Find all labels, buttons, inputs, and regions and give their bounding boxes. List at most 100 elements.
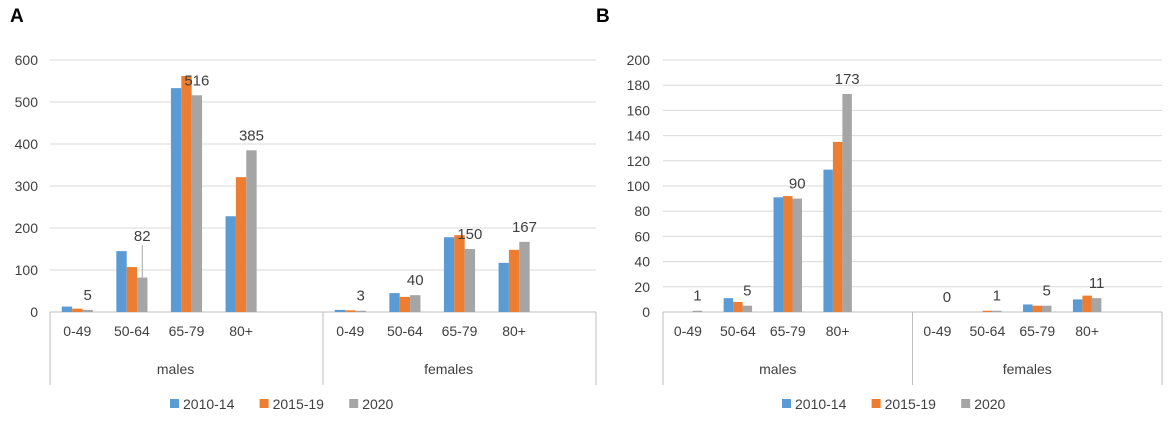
y-tick-label: 160 — [627, 102, 651, 118]
group-label: males — [157, 361, 194, 377]
bar-2015-19 — [235, 177, 247, 312]
data-label: 1 — [693, 288, 701, 305]
panel-letter: B — [596, 6, 610, 27]
x-tick-label: 65-79 — [1019, 323, 1055, 339]
legend-label: 2015-19 — [273, 396, 325, 412]
y-tick-label: 180 — [627, 77, 651, 93]
bar-2020 — [992, 310, 1002, 312]
legend-swatch — [782, 399, 791, 408]
y-tick-label: 140 — [627, 128, 651, 144]
y-tick-label: 20 — [634, 279, 650, 295]
y-tick-label: 0 — [642, 304, 650, 320]
bar-2020 — [137, 277, 148, 312]
legend-swatch — [170, 399, 179, 408]
bar-2015-19 — [126, 267, 138, 312]
data-label: 516 — [184, 72, 209, 89]
x-tick-label: 0-49 — [674, 323, 702, 339]
bar-2020 — [742, 305, 753, 312]
y-tick-label: 100 — [627, 178, 651, 194]
bar-2015-19 — [345, 310, 356, 312]
x-tick-label: 65-79 — [169, 323, 205, 339]
x-tick-label: 50-64 — [387, 323, 423, 339]
y-tick-label: 120 — [627, 153, 651, 169]
bar-2020 — [1091, 298, 1102, 312]
bar-2010-14 — [116, 251, 127, 312]
bar-2015-19 — [399, 296, 411, 312]
bar-2010-14 — [773, 197, 784, 312]
bar-2010-14 — [61, 306, 73, 312]
bar-2010-14 — [443, 237, 455, 312]
data-label: 5 — [743, 283, 751, 300]
data-label: 1 — [993, 288, 1001, 305]
bar-2010-14 — [1072, 299, 1083, 312]
data-label: 167 — [512, 219, 537, 236]
x-tick-label: 65-79 — [442, 323, 478, 339]
bar-2010-14 — [498, 262, 509, 312]
bar-2020 — [519, 241, 530, 312]
y-tick-label: 80 — [634, 203, 650, 219]
bar-2020 — [246, 150, 257, 312]
bar-2010-14 — [334, 309, 346, 312]
x-tick-label: 0-49 — [923, 323, 951, 339]
legend-swatch — [259, 399, 269, 408]
y-tick-label: 100 — [15, 262, 39, 278]
data-label: 3 — [357, 288, 365, 305]
bar-2020 — [792, 198, 802, 312]
data-label: 5 — [1043, 283, 1051, 300]
legend-label: 2010-14 — [183, 396, 235, 412]
data-label: 90 — [789, 176, 806, 193]
bar-2015-19 — [72, 308, 83, 312]
legend-label: 2010-14 — [795, 396, 847, 412]
x-tick-label: 0-49 — [63, 323, 91, 339]
data-label: 0 — [943, 289, 951, 306]
bar-2010-14 — [170, 88, 182, 312]
y-tick-label: 200 — [627, 52, 651, 68]
chart-panel-b: B020406080100120140160180200males0-49150… — [596, 6, 1163, 412]
legend-swatch — [349, 399, 359, 408]
bar-2015-19 — [508, 249, 520, 312]
bar-2020 — [82, 309, 93, 312]
legend-swatch — [961, 399, 971, 408]
x-tick-label: 50-64 — [114, 323, 150, 339]
bar-2020 — [1041, 305, 1052, 312]
legend-label: 2020 — [362, 396, 393, 412]
legend-swatch — [871, 399, 881, 408]
y-tick-label: 60 — [634, 228, 650, 244]
data-label: 82 — [134, 228, 151, 245]
bar-2020 — [842, 94, 852, 313]
data-label: 150 — [457, 226, 482, 243]
chart-panel-a: A 0 100 200 300 400 500 600 males 0-49 5 50-64 82 65-… — [10, 6, 597, 412]
legend-label: 2020 — [974, 396, 1005, 412]
y-tick-label: 300 — [15, 178, 39, 194]
x-tick-label: 65-79 — [770, 323, 806, 339]
bar-2010-14 — [723, 298, 734, 312]
bar-2015-19 — [783, 196, 793, 312]
data-label: 173 — [835, 71, 860, 88]
bar-2010-14 — [389, 293, 400, 312]
bar-2010-14 — [225, 216, 236, 312]
y-tick-label: 600 — [15, 52, 39, 68]
bar-2015-19 — [733, 301, 743, 312]
data-label: 385 — [239, 127, 264, 144]
bar-2015-19 — [982, 310, 993, 312]
bar-2015-19 — [181, 75, 192, 313]
x-tick-label: 80+ — [229, 323, 253, 339]
bar-2010-14 — [1023, 304, 1033, 312]
y-tick-label: 200 — [15, 220, 39, 236]
group-label: females — [1003, 361, 1052, 377]
panel-letter: A — [10, 6, 24, 27]
bar-2020 — [410, 295, 421, 312]
y-tick-label: 400 — [15, 136, 39, 152]
bar-2015-19 — [1032, 305, 1042, 312]
group-label: males — [759, 361, 796, 377]
bar-2015-19 — [454, 235, 465, 312]
bar-2020 — [692, 310, 703, 312]
y-tick-label: 0 — [30, 304, 38, 320]
y-tick-label: 40 — [634, 254, 650, 270]
x-tick-label: 50-64 — [720, 323, 756, 339]
x-tick-label: 50-64 — [969, 323, 1005, 339]
data-label: 40 — [407, 272, 424, 289]
bar-2020 — [191, 95, 203, 312]
legend-label: 2015-19 — [885, 396, 937, 412]
